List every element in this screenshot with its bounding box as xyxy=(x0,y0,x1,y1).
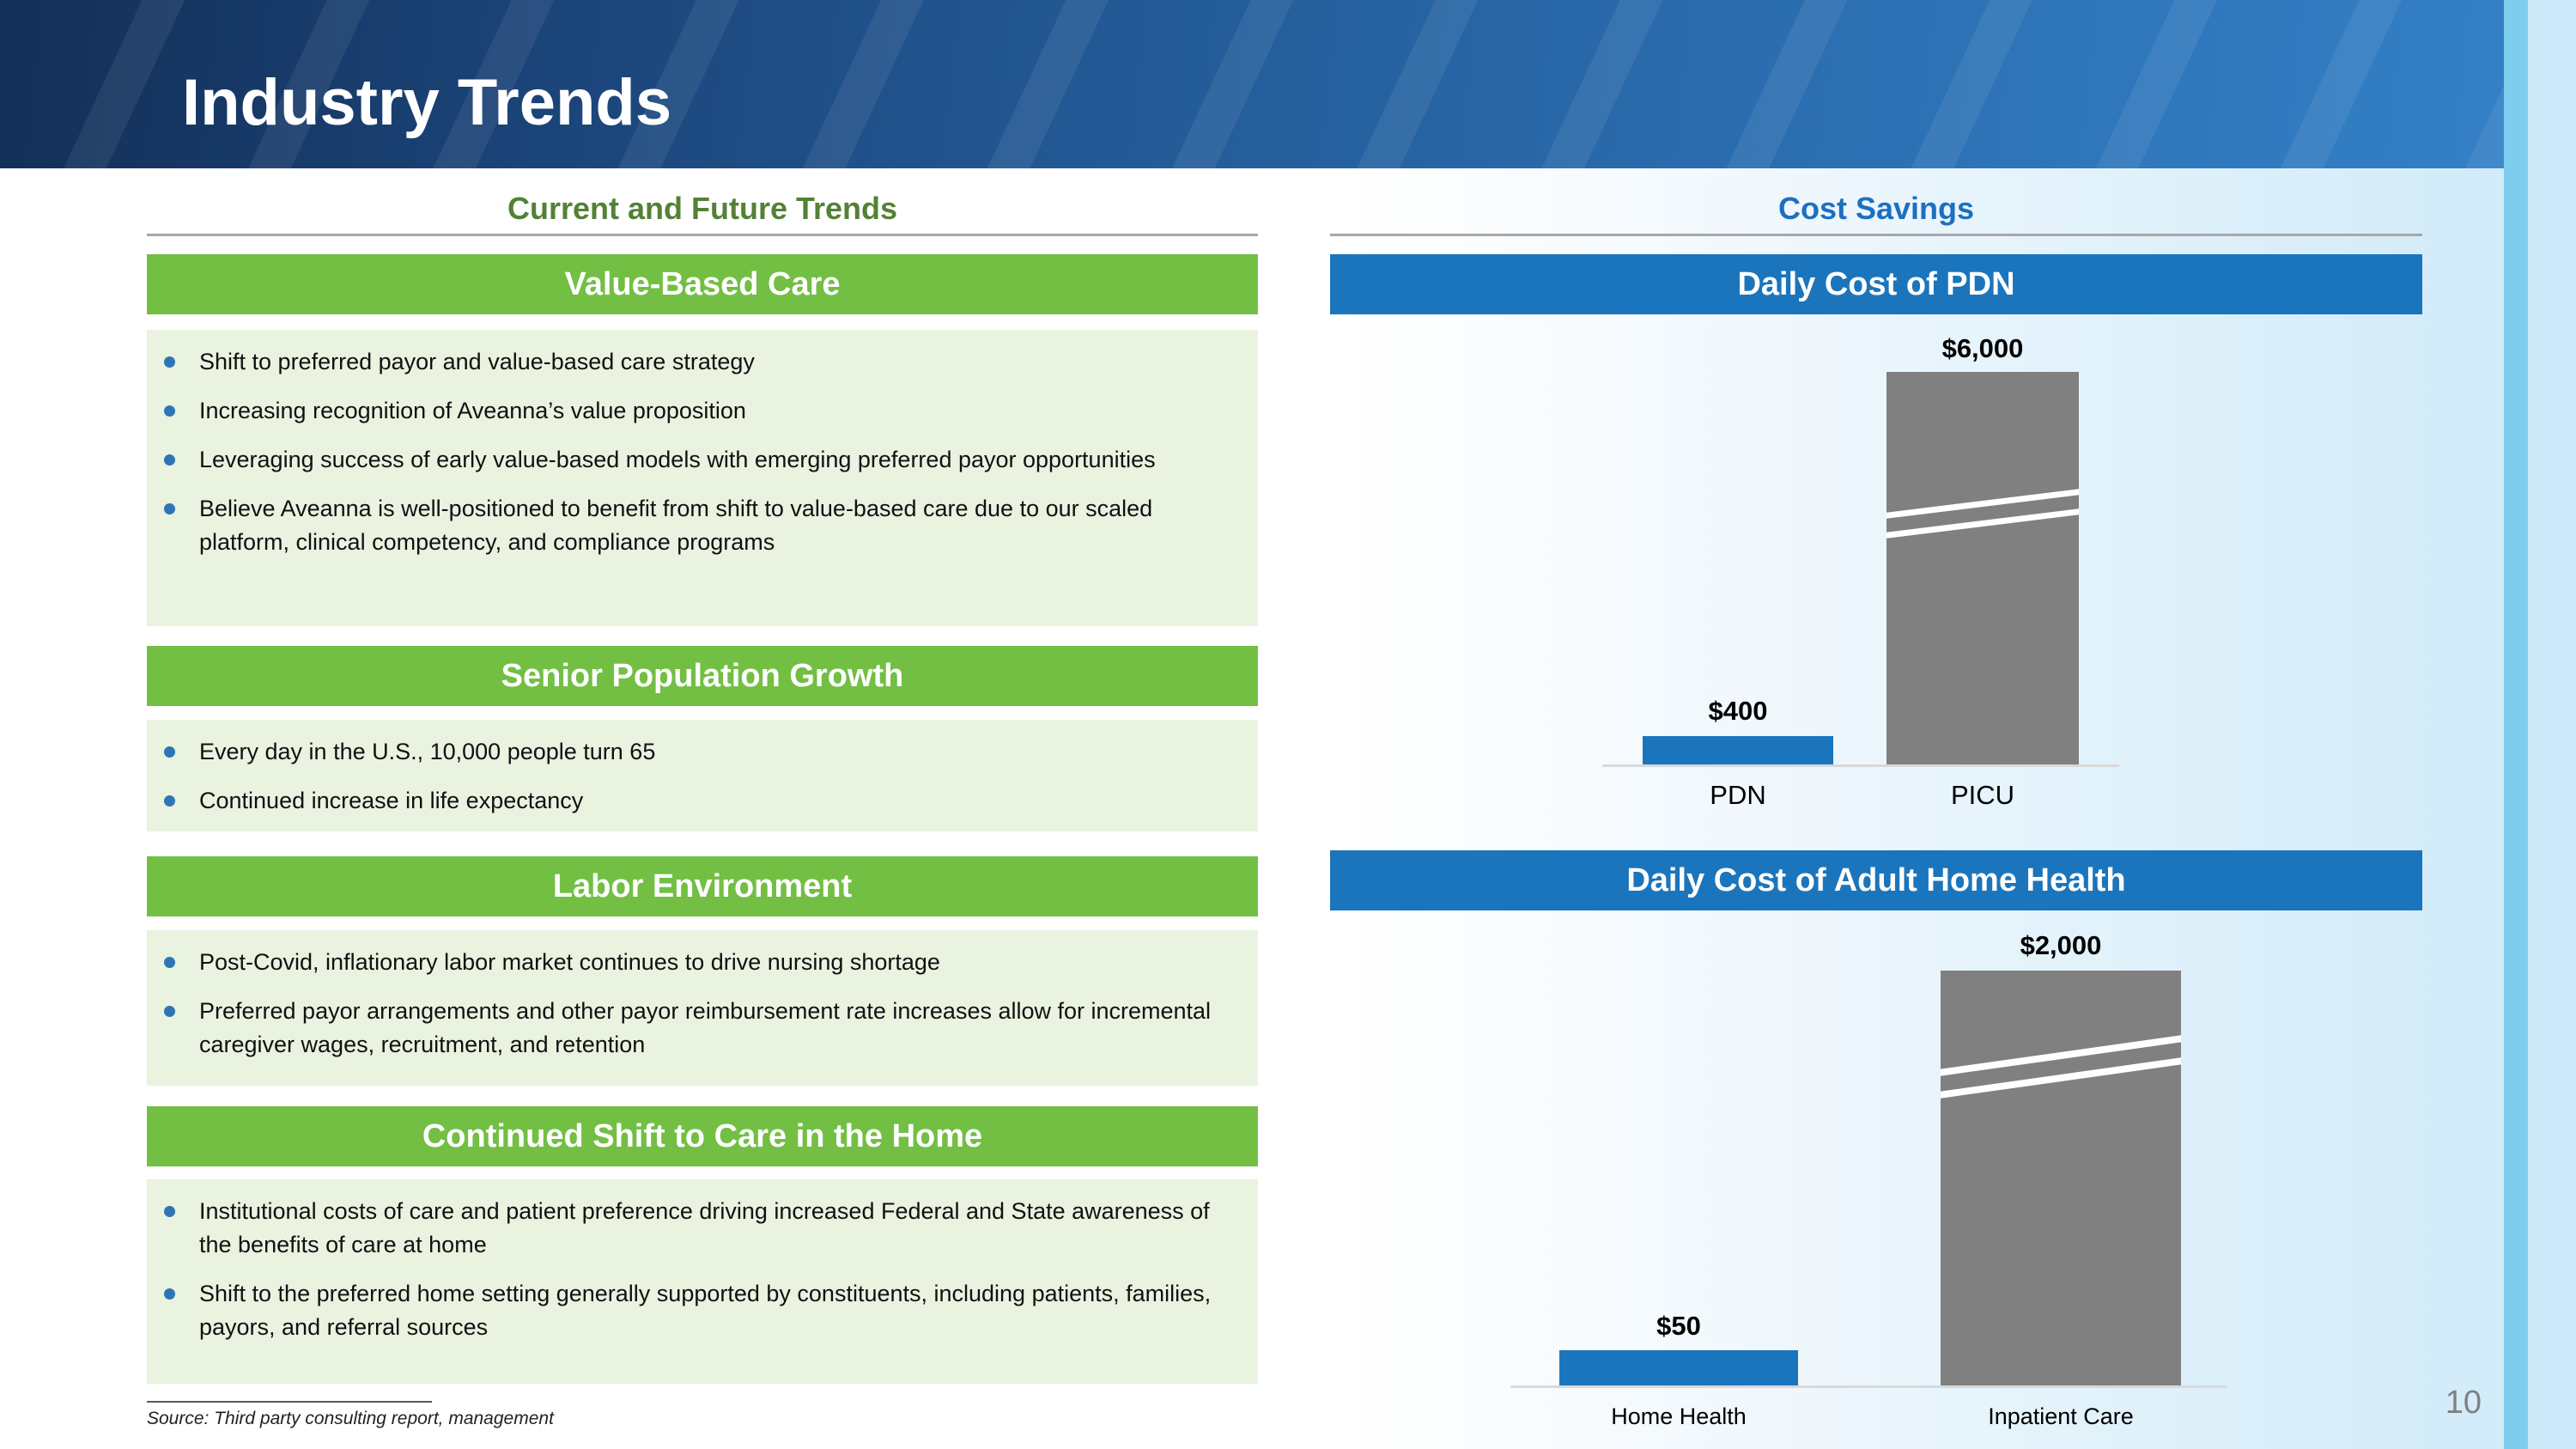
bullet-icon xyxy=(164,1206,175,1217)
source-rule xyxy=(147,1401,432,1403)
home-health-category-label: Home Health xyxy=(1611,1403,1747,1429)
picu-value-label: $6,000 xyxy=(1941,333,2024,363)
bullet-icon xyxy=(164,957,175,968)
bullet-icon xyxy=(164,356,175,368)
bullet-item: Leveraging success of early value-based … xyxy=(164,443,1232,477)
bullet-icon xyxy=(164,1288,175,1300)
bullet-text: Every day in the U.S., 10,000 people tur… xyxy=(199,739,656,764)
source-note: Source: Third party consulting report, m… xyxy=(147,1409,554,1428)
section-header-senior-population-growth: Senior Population Growth xyxy=(147,646,1258,706)
bullet-item: Increasing recognition of Aveanna’s valu… xyxy=(164,394,1232,428)
section-header-shift-to-care-in-home: Continued Shift to Care in the Home xyxy=(147,1106,1258,1166)
left-column-rule xyxy=(147,234,1258,236)
pdn-bar xyxy=(1643,736,1833,766)
bullet-text: Continued increase in life expectancy xyxy=(199,788,584,813)
picu-bar xyxy=(1886,372,2079,766)
chart1-header: Daily Cost of PDN xyxy=(1330,254,2422,314)
chart2-header: Daily Cost of Adult Home Health xyxy=(1330,850,2422,910)
bullet-icon xyxy=(164,405,175,417)
page-title: Industry Trends xyxy=(182,66,672,139)
right-edge-outer-band xyxy=(2528,0,2576,1449)
cost-savings-column: Cost Savings Daily Cost of PDN $6,000 $4… xyxy=(1330,0,2422,1449)
left-column-title: Current and Future Trends xyxy=(507,191,898,226)
chart2-axis xyxy=(1510,1385,2227,1388)
section-panel-senior-population-growth: Every day in the U.S., 10,000 people tur… xyxy=(147,720,1258,831)
bullet-item: Shift to the preferred home setting gene… xyxy=(164,1277,1232,1344)
bullet-item: Post-Covid, inflationary labor market co… xyxy=(164,946,1232,979)
title-banner xyxy=(0,0,2504,168)
bullet-item: Continued increase in life expectancy xyxy=(164,784,1232,818)
trends-column: Current and Future Trends Value-Based Ca… xyxy=(147,0,1258,1449)
inpatient-care-category-label: Inpatient Care xyxy=(1988,1403,2134,1429)
bullet-item: Institutional costs of care and patient … xyxy=(164,1195,1232,1262)
picu-category-label: PICU xyxy=(1950,780,2015,810)
home-health-value-label: $50 xyxy=(1656,1311,1701,1341)
bullet-icon xyxy=(164,503,175,514)
home-health-bar xyxy=(1559,1350,1798,1387)
right-column-title: Cost Savings xyxy=(1777,191,1975,226)
section-header-labor-environment: Labor Environment xyxy=(147,856,1258,916)
bullet-item: Every day in the U.S., 10,000 people tur… xyxy=(164,735,1232,769)
bullet-item: Believe Aveanna is well-positioned to be… xyxy=(164,492,1232,559)
page-number: 10 xyxy=(2445,1385,2482,1421)
inpatient-care-bar xyxy=(1941,971,2181,1387)
bullet-text: Increasing recognition of Aveanna’s valu… xyxy=(199,398,746,423)
section-panel-value-based-care: Shift to preferred payor and value-based… xyxy=(147,330,1258,626)
bullet-icon xyxy=(164,1006,175,1017)
bullet-icon xyxy=(164,454,175,466)
bullet-text: Shift to the preferred home setting gene… xyxy=(199,1281,1212,1340)
bullet-item: Shift to preferred payor and value-based… xyxy=(164,345,1232,379)
bullet-text: Preferred payor arrangements and other p… xyxy=(199,998,1212,1057)
bullet-icon xyxy=(164,746,175,758)
pdn-category-label: PDN xyxy=(1710,780,1766,810)
inpatient-care-value-label: $2,000 xyxy=(2020,930,2102,960)
pdn-value-label: $400 xyxy=(1708,696,1768,726)
bullet-text: Shift to preferred payor and value-based… xyxy=(199,349,755,374)
section-panel-shift-to-care-in-home: Institutional costs of care and patient … xyxy=(147,1179,1258,1384)
section-header-value-based-care: Value-Based Care xyxy=(147,254,1258,314)
right-edge-stripe xyxy=(2504,0,2528,1449)
section-panel-labor-environment: Post-Covid, inflationary labor market co… xyxy=(147,930,1258,1086)
bullet-text: Institutional costs of care and patient … xyxy=(199,1198,1210,1257)
right-column-rule xyxy=(1330,234,2422,236)
bullet-text: Believe Aveanna is well-positioned to be… xyxy=(199,496,1153,555)
bullet-icon xyxy=(164,795,175,807)
bullet-text: Post-Covid, inflationary labor market co… xyxy=(199,949,940,975)
chart1-axis xyxy=(1602,764,2119,767)
bullet-item: Preferred payor arrangements and other p… xyxy=(164,995,1232,1062)
bullet-text: Leveraging success of early value-based … xyxy=(199,447,1156,472)
